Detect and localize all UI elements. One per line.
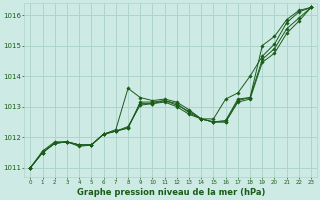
X-axis label: Graphe pression niveau de la mer (hPa): Graphe pression niveau de la mer (hPa) bbox=[76, 188, 265, 197]
